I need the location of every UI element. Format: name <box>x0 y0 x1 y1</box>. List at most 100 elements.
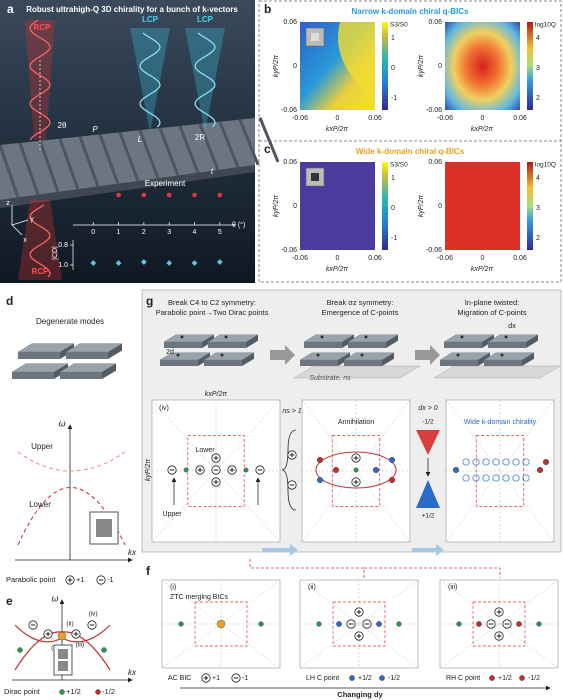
c-point-ring <box>512 474 520 482</box>
c-point <box>476 621 482 627</box>
panel-label: d <box>6 294 13 308</box>
colorbar-tick-label: 3 <box>536 65 540 72</box>
panel-label: a <box>7 2 14 16</box>
beam-helix <box>29 19 51 141</box>
label: ω <box>58 418 65 428</box>
unit-cell-hole <box>311 33 319 41</box>
substrate <box>433 365 561 379</box>
x-axis-label: kxP/2π <box>326 126 349 133</box>
grating-bar <box>0 144 20 199</box>
c-point <box>373 467 380 474</box>
c-point <box>456 621 462 627</box>
c-point <box>183 467 189 473</box>
legend-label: -1/2 <box>528 675 540 682</box>
x-tick-label: 0 <box>481 115 485 122</box>
c-point <box>489 675 495 681</box>
c-point <box>537 467 544 474</box>
slab-side <box>382 352 394 366</box>
colorbar-tick-label: 4 <box>536 175 540 182</box>
x-tick-label: 0 <box>336 255 340 262</box>
slab-side <box>304 342 342 348</box>
panel-label: f <box>146 564 151 578</box>
grating-bar <box>38 140 60 193</box>
y-axis-label: kyP/2π <box>418 55 425 78</box>
grating-bar <box>18 142 40 196</box>
substrate <box>293 365 421 379</box>
slab-side <box>60 372 102 379</box>
brace <box>281 429 297 511</box>
region <box>194 601 248 647</box>
y-tick-label: -0.06 <box>281 247 297 254</box>
colorbar-tick-label: 3 <box>536 205 540 212</box>
label: (ii) <box>308 584 316 591</box>
x-tick-label: -0.06 <box>292 115 308 122</box>
arrow <box>270 345 295 365</box>
panel-label: b <box>264 2 271 16</box>
colorbar-tick-label: 4 <box>536 35 540 42</box>
unit-cell-hole <box>311 173 319 181</box>
label: x <box>23 237 27 244</box>
link <box>249 558 365 578</box>
slab-side <box>484 360 522 366</box>
label: Lower <box>195 447 215 454</box>
c-point <box>216 619 226 629</box>
beam <box>18 200 62 280</box>
triangle <box>416 430 440 455</box>
x-tick-label: 0 <box>91 229 95 236</box>
colorbar-tick-label: 1 <box>391 35 395 42</box>
slab-side <box>12 372 54 379</box>
slab-side <box>526 334 538 348</box>
panel-title: Robust ultrahigh-Q 3D chirality for a bu… <box>26 5 238 14</box>
colorbar-tick-label: 0 <box>391 205 395 212</box>
slab-side <box>522 352 534 366</box>
c-point-ring <box>462 458 470 466</box>
slab-side <box>444 342 482 348</box>
grating <box>0 118 255 200</box>
x-axis-label: kxP/2π <box>471 126 494 133</box>
hole <box>360 353 364 357</box>
x-tick-label: 0.06 <box>513 255 527 262</box>
c-point <box>59 689 65 695</box>
c-point <box>95 689 101 695</box>
label: dx <box>508 323 516 330</box>
axis-label: kxP/2π <box>205 391 228 398</box>
field-map <box>445 162 520 250</box>
beam-helix <box>139 32 161 128</box>
label: kx <box>128 548 137 557</box>
data-point <box>191 260 198 266</box>
field-map-region <box>338 22 375 110</box>
label: P <box>92 125 98 134</box>
x-tick-label: 5 <box>218 229 222 236</box>
c-point <box>389 477 396 484</box>
legend-label: LH C point <box>306 675 339 682</box>
y-tick-label: -0.06 <box>426 247 442 254</box>
label: 2d <box>166 349 174 356</box>
c-point-ring <box>492 474 500 482</box>
x-tick-label: -0.06 <box>437 255 453 262</box>
c-point <box>353 467 359 473</box>
label: Substrate, ns <box>309 375 351 382</box>
axis-label: kyP/2π <box>145 459 152 482</box>
colorbar <box>382 162 388 250</box>
x-tick-label: 3 <box>167 229 171 236</box>
c-point-ring <box>512 458 520 466</box>
slab-side <box>344 360 382 366</box>
c-point-ring <box>472 458 480 466</box>
grating-bar <box>118 131 140 182</box>
hole <box>320 335 324 339</box>
c-point-ring <box>462 474 470 482</box>
c-point <box>349 675 355 681</box>
c-point <box>333 467 340 474</box>
x-tick-label: -0.06 <box>292 255 308 262</box>
flow-arrow <box>412 544 444 556</box>
c-point-ring <box>482 458 490 466</box>
legend-label: -1/2 <box>388 675 400 682</box>
c-point <box>396 621 402 627</box>
grating-bar <box>158 127 180 177</box>
c-point <box>316 621 322 627</box>
label: Emergence of C-points <box>322 308 399 317</box>
axis-arrow <box>11 219 29 226</box>
c-point <box>336 621 342 627</box>
panel-title: Narrow k-domain chiral q-BICs <box>352 7 469 16</box>
grating-bar <box>78 136 100 188</box>
